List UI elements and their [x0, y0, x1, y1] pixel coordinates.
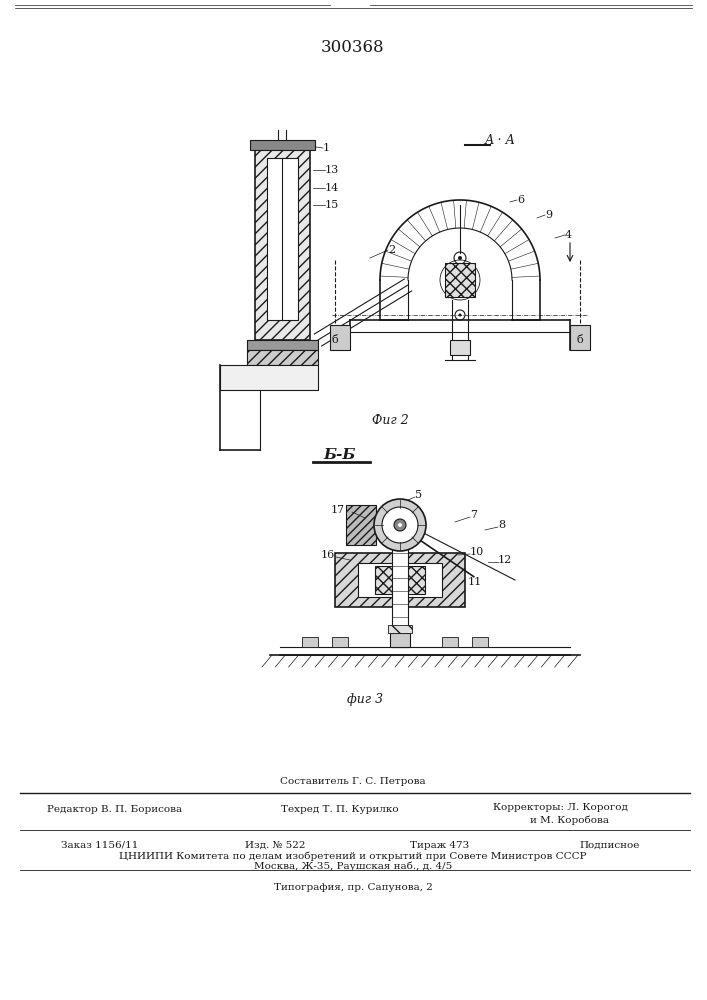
Text: Типография, пр. Сапунова, 2: Типография, пр. Сапунова, 2 — [274, 882, 433, 892]
Text: 11: 11 — [468, 577, 482, 587]
Text: Подписное: Подписное — [580, 840, 640, 850]
Circle shape — [458, 256, 462, 260]
Text: Москва, Ж-35, Раушская наб., д. 4/5: Москва, Ж-35, Раушская наб., д. 4/5 — [254, 861, 452, 871]
Text: Составитель Г. С. Петрова: Составитель Г. С. Петрова — [280, 778, 426, 786]
Circle shape — [398, 523, 402, 527]
Polygon shape — [255, 150, 310, 340]
Text: 4: 4 — [565, 230, 572, 240]
Text: Техред Т. П. Курилко: Техред Т. П. Курилко — [281, 806, 399, 814]
Text: 14: 14 — [325, 183, 339, 193]
Polygon shape — [330, 325, 350, 350]
Polygon shape — [250, 140, 315, 150]
Text: Изд. № 522: Изд. № 522 — [245, 840, 305, 850]
Text: Фиг 2: Фиг 2 — [372, 414, 409, 426]
Text: Составитель Г. С. Петрова: Составитель Г. С. Петрова — [0, 999, 1, 1000]
Text: 7: 7 — [470, 510, 477, 520]
Text: 8: 8 — [498, 520, 505, 530]
Text: 6: 6 — [517, 195, 524, 205]
Polygon shape — [335, 553, 465, 607]
Text: 17: 17 — [331, 505, 345, 515]
Polygon shape — [445, 263, 475, 297]
Circle shape — [382, 507, 418, 543]
Polygon shape — [332, 637, 348, 647]
Text: Корректоры: Л. Корогод: Корректоры: Л. Корогод — [493, 804, 627, 812]
Polygon shape — [392, 548, 408, 647]
Circle shape — [459, 314, 462, 316]
Polygon shape — [302, 637, 318, 647]
Text: 13: 13 — [325, 165, 339, 175]
Text: 16: 16 — [321, 550, 335, 560]
Polygon shape — [442, 637, 458, 647]
Text: 9: 9 — [545, 210, 552, 220]
Polygon shape — [472, 637, 488, 647]
Text: 2: 2 — [388, 245, 395, 255]
Polygon shape — [450, 340, 470, 355]
Polygon shape — [247, 350, 318, 365]
Text: 300368: 300368 — [321, 39, 385, 56]
Polygon shape — [388, 625, 412, 633]
Polygon shape — [247, 340, 318, 350]
Text: фиг 3: фиг 3 — [347, 694, 383, 706]
Circle shape — [374, 499, 426, 551]
Polygon shape — [220, 365, 318, 390]
Text: Заказ 1156/11: Заказ 1156/11 — [62, 840, 139, 850]
Text: 12: 12 — [498, 555, 513, 565]
Polygon shape — [346, 505, 376, 545]
Text: б: б — [332, 335, 339, 345]
Text: б: б — [577, 335, 583, 345]
Text: Тираж 473: Тираж 473 — [410, 840, 469, 850]
Polygon shape — [390, 633, 410, 647]
Circle shape — [394, 519, 406, 531]
Text: Редактор В. П. Борисова: Редактор В. П. Борисова — [47, 806, 182, 814]
Polygon shape — [375, 566, 425, 594]
Polygon shape — [570, 325, 590, 350]
Polygon shape — [267, 158, 298, 320]
Text: 10: 10 — [470, 547, 484, 557]
Text: и М. Коробова: и М. Коробова — [530, 815, 609, 825]
Text: Составитель Г. С. Петрова: Составитель Г. С. Петрова — [0, 999, 1, 1000]
Text: 15: 15 — [325, 200, 339, 210]
Polygon shape — [358, 563, 442, 597]
Text: 1: 1 — [323, 143, 330, 153]
Text: Б-Б: Б-Б — [324, 448, 356, 462]
Text: 5: 5 — [415, 490, 422, 500]
Text: А · А: А · А — [484, 133, 515, 146]
Text: ЦНИИПИ Комитета по делам изобретений и открытий при Совете Министров СССР: ЦНИИПИ Комитета по делам изобретений и о… — [119, 851, 587, 861]
